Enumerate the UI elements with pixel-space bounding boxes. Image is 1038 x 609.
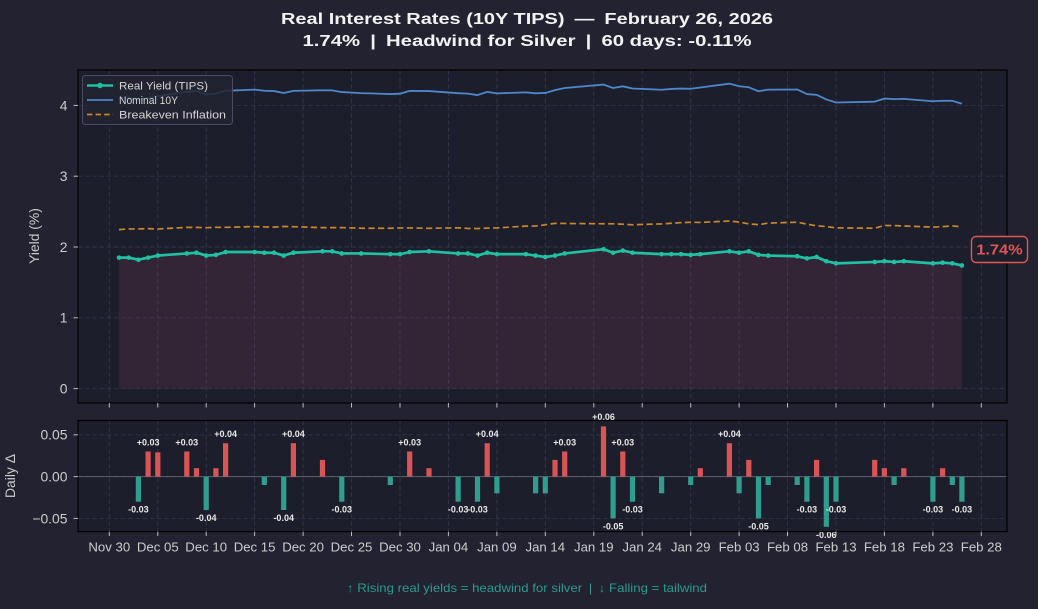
svg-text:Feb 18: Feb 18	[864, 540, 905, 555]
svg-text:Feb 23: Feb 23	[912, 540, 953, 555]
svg-text:Dec 30: Dec 30	[379, 540, 421, 555]
svg-text:1.74%: 1.74%	[976, 243, 1023, 259]
svg-text:Real Interest Rates (10Y TIPS): Real Interest Rates (10Y TIPS) — Februar…	[281, 11, 773, 28]
svg-text:4: 4	[60, 97, 68, 113]
svg-text:+0.03: +0.03	[553, 437, 576, 447]
svg-text:Daily Δ: Daily Δ	[2, 454, 18, 498]
svg-text:Breakeven Inflation: Breakeven Inflation	[119, 109, 226, 121]
svg-text:-0.06: -0.06	[816, 530, 837, 540]
svg-text:Jan 24: Jan 24	[622, 540, 662, 555]
svg-text:Feb 13: Feb 13	[815, 540, 856, 555]
svg-text:Feb 08: Feb 08	[767, 540, 808, 555]
svg-text:-0.03: -0.03	[467, 505, 488, 515]
svg-text:-0.03: -0.03	[128, 505, 149, 515]
svg-text:↑ Rising real yields = headwin: ↑ Rising real yields = headwind for silv…	[347, 581, 707, 595]
svg-text:Jan 09: Jan 09	[477, 540, 517, 555]
svg-text:Jan 14: Jan 14	[525, 540, 565, 555]
svg-text:+0.04: +0.04	[718, 429, 741, 439]
svg-text:Real Yield (TIPS): Real Yield (TIPS)	[119, 80, 208, 92]
svg-text:-0.04: -0.04	[196, 513, 217, 523]
svg-text:Nov 30: Nov 30	[88, 540, 130, 555]
svg-text:Jan 19: Jan 19	[574, 540, 614, 555]
svg-text:3: 3	[60, 168, 68, 184]
svg-text:Dec 05: Dec 05	[137, 540, 179, 555]
svg-text:Nominal 10Y: Nominal 10Y	[119, 95, 179, 107]
svg-text:-0.04: -0.04	[273, 513, 294, 523]
svg-text:Dec 15: Dec 15	[234, 540, 276, 555]
svg-text:2: 2	[60, 239, 68, 255]
svg-text:-0.03: -0.03	[952, 505, 973, 515]
svg-text:1.74% | Headwind for Silver |: 1.74% | Headwind for Silver | 60 days: -…	[303, 33, 752, 50]
svg-text:+0.03: +0.03	[175, 437, 198, 447]
svg-text:0.05: 0.05	[40, 427, 67, 443]
svg-text:-0.05: -0.05	[748, 521, 769, 531]
svg-text:0.00: 0.00	[40, 469, 67, 485]
svg-text:+0.06: +0.06	[592, 412, 615, 422]
svg-text:-0.03: -0.03	[797, 505, 818, 515]
svg-text:+0.03: +0.03	[611, 437, 634, 447]
svg-text:-0.03: -0.03	[826, 505, 847, 515]
svg-text:-0.05: -0.05	[603, 521, 624, 531]
svg-text:Jan 29: Jan 29	[671, 540, 711, 555]
svg-text:Dec 25: Dec 25	[331, 540, 373, 555]
svg-text:Dec 20: Dec 20	[282, 540, 324, 555]
svg-text:-0.03: -0.03	[923, 505, 944, 515]
svg-text:Feb 03: Feb 03	[719, 540, 760, 555]
svg-text:1: 1	[60, 310, 68, 326]
svg-text:Dec 10: Dec 10	[185, 540, 227, 555]
svg-text:+0.03: +0.03	[137, 437, 160, 447]
svg-text:Jan 04: Jan 04	[429, 540, 469, 555]
svg-text:Feb 28: Feb 28	[961, 540, 1002, 555]
svg-text:+0.04: +0.04	[282, 429, 305, 439]
svg-text:0: 0	[60, 381, 68, 397]
svg-text:−0.05: −0.05	[32, 510, 67, 526]
svg-text:-0.03: -0.03	[448, 505, 469, 515]
svg-text:+0.03: +0.03	[398, 437, 421, 447]
svg-text:+0.04: +0.04	[476, 429, 499, 439]
svg-text:Yield (%): Yield (%)	[26, 208, 42, 264]
svg-text:+0.04: +0.04	[214, 429, 237, 439]
svg-text:-0.03: -0.03	[332, 505, 353, 515]
svg-text:-0.03: -0.03	[622, 505, 643, 515]
